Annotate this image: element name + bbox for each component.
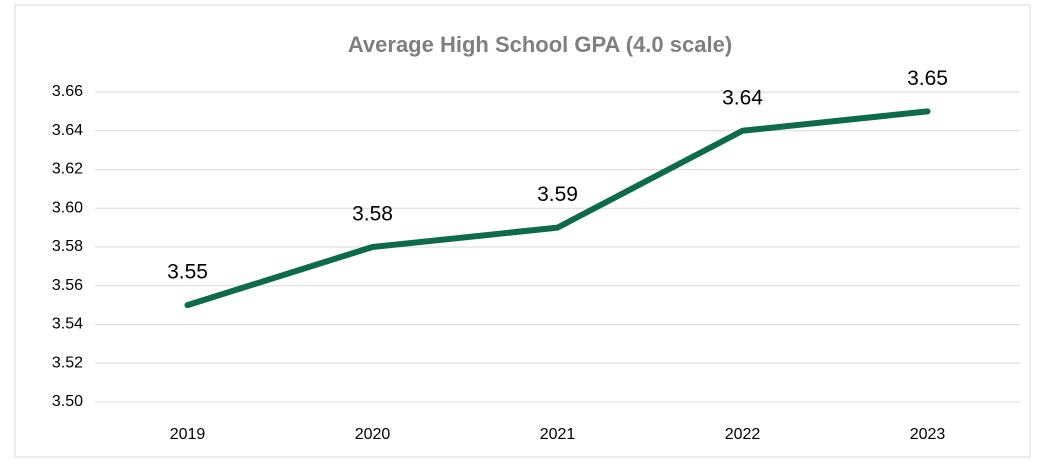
y-tick-label: 3.52 <box>52 354 83 371</box>
y-tick-label: 3.60 <box>52 199 83 216</box>
x-tick-label: 2020 <box>355 426 391 443</box>
y-tick-label: 3.50 <box>52 393 83 410</box>
x-tick-label: 2023 <box>910 426 946 443</box>
y-tick-label: 3.56 <box>52 277 83 294</box>
y-tick-label: 3.64 <box>52 122 83 139</box>
chart-title: Average High School GPA (4.0 scale) <box>348 32 732 57</box>
y-tick-label: 3.54 <box>52 316 83 333</box>
x-tick-label: 2022 <box>725 426 761 443</box>
data-label: 3.64 <box>722 86 763 109</box>
y-tick-label: 3.58 <box>52 238 83 255</box>
line-series <box>184 108 931 309</box>
x-tick-label: 2019 <box>170 426 206 443</box>
data-label: 3.65 <box>907 67 948 90</box>
y-tick-label: 3.66 <box>52 83 83 100</box>
y-tick-label: 3.62 <box>52 161 83 178</box>
data-label: 3.58 <box>352 203 393 226</box>
x-tick-label: 2021 <box>540 426 576 443</box>
data-label: 3.59 <box>537 183 578 206</box>
data-label: 3.55 <box>167 261 208 284</box>
